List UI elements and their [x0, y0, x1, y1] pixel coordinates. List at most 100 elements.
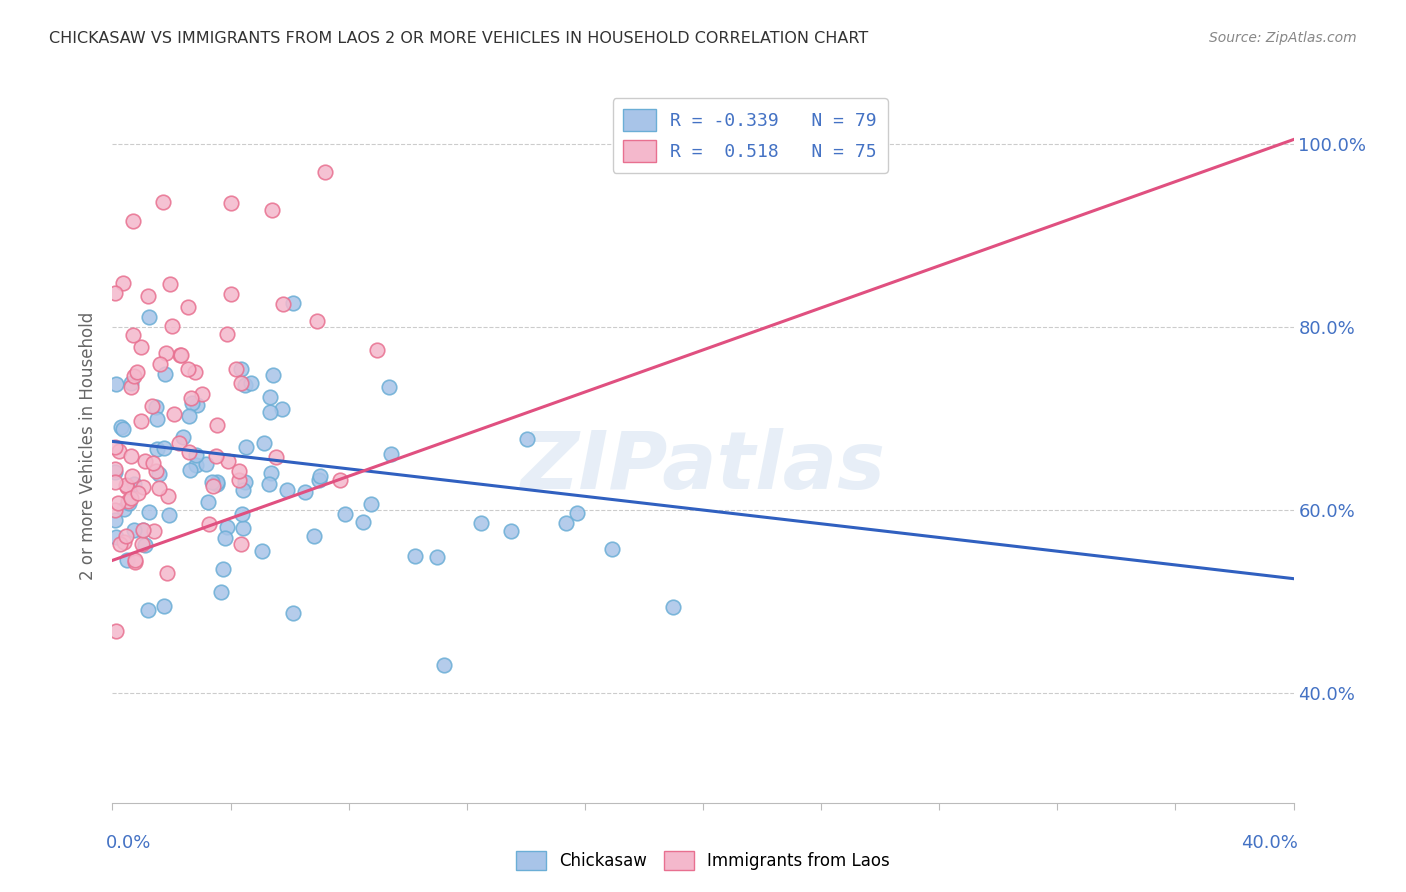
Legend: R = -0.339   N = 79, R =  0.518   N = 75: R = -0.339 N = 79, R = 0.518 N = 75 — [613, 98, 887, 173]
Point — [307, 314, 329, 328]
Point — [153, 441, 176, 455]
Point — [149, 357, 172, 371]
Point — [176, 361, 198, 376]
Point — [177, 300, 200, 314]
Point — [104, 376, 127, 391]
Point — [121, 327, 143, 342]
Point — [105, 530, 128, 544]
Point — [205, 417, 228, 432]
Point — [600, 541, 623, 556]
Point — [129, 414, 152, 428]
Point — [259, 390, 281, 404]
Point — [157, 489, 180, 503]
Point — [117, 494, 139, 508]
Point — [215, 326, 238, 341]
Point — [239, 376, 262, 390]
Point — [181, 396, 204, 410]
Point — [231, 508, 253, 522]
Point — [378, 380, 401, 394]
Point — [180, 391, 202, 405]
Point — [120, 449, 142, 463]
Point — [195, 457, 218, 471]
Point — [214, 531, 236, 545]
Point — [271, 402, 294, 417]
Point — [308, 473, 330, 487]
Point — [232, 483, 254, 497]
Point — [260, 466, 283, 480]
Point — [104, 465, 127, 479]
Point — [132, 524, 155, 538]
Point — [115, 552, 138, 566]
Point — [516, 432, 538, 446]
Point — [124, 555, 146, 569]
Point — [198, 516, 221, 531]
Point — [404, 549, 426, 564]
Point — [170, 348, 193, 362]
Point — [201, 479, 224, 493]
Point — [153, 367, 176, 381]
Point — [107, 496, 129, 510]
Point — [366, 343, 388, 358]
Point — [118, 496, 141, 510]
Point — [124, 369, 146, 384]
Point — [264, 450, 287, 465]
Point — [380, 447, 402, 461]
Point — [111, 422, 134, 436]
Point — [205, 477, 228, 491]
Point — [205, 475, 228, 489]
Point — [565, 506, 588, 520]
Point — [281, 606, 304, 620]
Point — [225, 362, 247, 376]
Point — [314, 164, 336, 178]
Point — [112, 534, 135, 549]
Point — [197, 495, 219, 509]
Point — [259, 405, 281, 419]
Legend: Chickasaw, Immigrants from Laos: Chickasaw, Immigrants from Laos — [509, 844, 897, 877]
Point — [104, 285, 127, 300]
Point — [136, 603, 159, 617]
Point — [179, 444, 201, 458]
Point — [131, 537, 153, 551]
Point — [127, 486, 149, 500]
Point — [104, 475, 127, 489]
Point — [138, 310, 160, 325]
Point — [145, 464, 167, 478]
Point — [229, 362, 252, 376]
Point — [271, 296, 294, 310]
Point — [179, 409, 201, 424]
Point — [219, 196, 242, 211]
Point — [333, 507, 356, 521]
Point — [260, 203, 283, 218]
Point — [110, 419, 132, 434]
Point — [281, 296, 304, 310]
Point — [186, 399, 208, 413]
Point — [231, 376, 253, 390]
Point — [433, 658, 456, 673]
Point — [233, 378, 256, 392]
Point — [167, 436, 190, 450]
Point — [131, 340, 153, 354]
Point — [205, 449, 228, 463]
Point — [134, 454, 156, 468]
Point — [143, 524, 166, 538]
Point — [160, 319, 183, 334]
Point — [232, 521, 254, 535]
Text: Source: ZipAtlas.com: Source: ZipAtlas.com — [1209, 31, 1357, 45]
Point — [104, 441, 127, 455]
Point — [104, 462, 127, 476]
Point — [662, 600, 685, 615]
Point — [157, 508, 180, 523]
Point — [276, 483, 298, 497]
Point — [184, 365, 207, 379]
Point — [235, 440, 257, 454]
Point — [191, 387, 214, 401]
Point — [201, 475, 224, 490]
Point — [233, 475, 256, 489]
Point — [148, 481, 170, 495]
Point — [555, 516, 578, 530]
Point — [104, 502, 127, 516]
Point — [141, 399, 163, 413]
Point — [426, 550, 449, 565]
Point — [470, 516, 492, 530]
Point — [122, 214, 145, 228]
